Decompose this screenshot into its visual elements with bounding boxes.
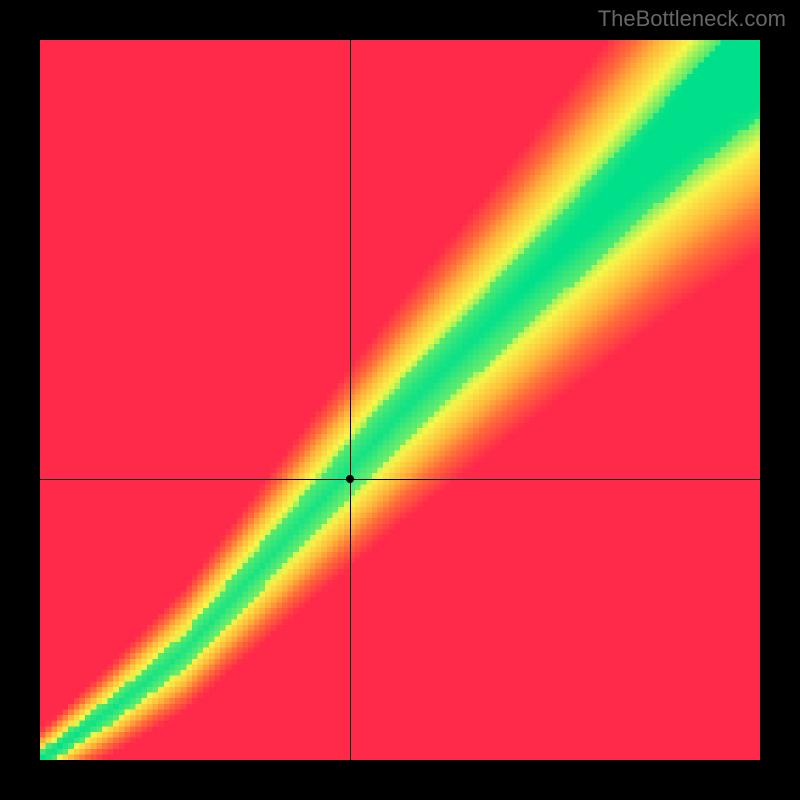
heatmap-canvas (40, 40, 760, 760)
chart-container: TheBottleneck.com (0, 0, 800, 800)
crosshair-horizontal (40, 479, 760, 480)
watermark-label: TheBottleneck.com (598, 6, 786, 32)
crosshair-marker (346, 475, 354, 483)
plot-area (40, 40, 760, 760)
crosshair-vertical (350, 40, 351, 760)
